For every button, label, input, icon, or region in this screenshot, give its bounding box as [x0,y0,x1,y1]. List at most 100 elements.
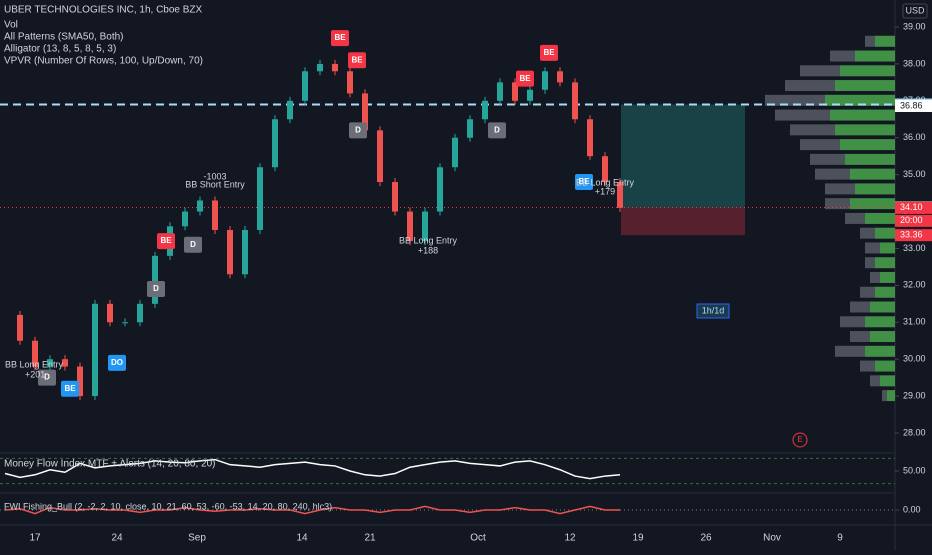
time-label: Oct [470,533,486,544]
earnings-marker [792,432,808,448]
profile-down [882,390,887,402]
candle [62,359,68,367]
symbol-title: UBER TECHNOLOGIES INC, 1h, Cboe BZX [4,5,203,16]
interval-badge [696,303,730,319]
profile-up [825,94,895,106]
price-tick-label: 36.00 [903,132,926,142]
price-tick-label: 29.00 [903,390,926,400]
target-zone [621,104,745,208]
signal-badge [61,380,79,397]
profile-down [790,124,835,136]
stop-zone [621,207,745,236]
profile-down [800,139,840,151]
signal-label: BE [519,74,531,83]
pane-tick-label: 0.00 [903,504,921,514]
candle [452,137,458,168]
signal-label: D [44,373,50,382]
profile-up [880,271,895,283]
profile-down [810,153,845,165]
signal-label: BE [543,48,555,57]
signal-label: DO [111,358,123,367]
price-tick-label: 32.00 [903,280,926,290]
candle [77,366,83,397]
fwi-line [4,505,620,515]
signal-label: BE [64,384,76,393]
indicator-label: Alligator (13, 8, 5, 8, 5, 3) [4,44,116,55]
annotation: +188 [418,245,438,255]
signal-label: BE [578,177,590,186]
candle [17,314,23,341]
price-tick-label: 39.00 [903,21,926,31]
candle [557,71,563,83]
pane-title: Money Flow Index MTF + Alerts (14, 20, 8… [4,459,215,470]
currency-box[interactable] [902,3,928,19]
price-tick-label: 35.00 [903,169,926,179]
annotation: +179 [595,186,615,196]
candle [512,82,518,101]
signal-badge [488,122,506,139]
profile-down [860,227,875,239]
candle [242,230,248,275]
countdown: 20:00 [900,215,923,225]
signal-badge [540,44,558,61]
candle [272,119,278,168]
candle [257,167,263,230]
profile-down [865,35,875,47]
countdown-tag [895,214,932,227]
time-label: Sep [188,533,206,544]
time-label: 12 [564,533,576,544]
candle [602,156,608,183]
profile-down [785,80,835,92]
price-tick-label: 38.00 [903,58,926,68]
price-tick-label: 33.00 [903,243,926,253]
candle [467,119,473,138]
profile-up [850,168,895,180]
price-tag [895,201,932,214]
signal-label: BE [351,55,363,64]
signal-badge [516,70,534,87]
candle [32,340,38,367]
annotation: +201 [25,369,45,379]
currency[interactable]: USD [905,5,925,15]
annotation: BB Long Entry [576,177,635,187]
signal-label: BE [160,236,172,245]
earnings-label: E [797,435,802,444]
time-label: Nov [763,533,781,544]
indicator-label: VPVR (Number Of Rows, 100, Up/Down, 70) [4,56,203,67]
signal-label: D [190,240,196,249]
candle [107,303,113,323]
price-tag-label: 36.86 [900,100,923,110]
price-tick-label: 30.00 [903,354,926,364]
profile-up [865,316,895,328]
candle [392,182,398,212]
candle [347,71,353,94]
profile-up [855,183,895,195]
interval-text: 1h/1d [702,305,725,315]
signal-badge [38,369,56,386]
profile-up [835,124,895,136]
candle [182,211,188,227]
signal-label: D [153,284,159,293]
profile-up [850,198,895,210]
profile-up [875,257,895,269]
candle [497,82,503,101]
profile-down [850,331,870,343]
profile-down [860,360,875,372]
profile-down [825,183,855,195]
profile-up [875,227,895,239]
profile-up [830,109,895,121]
candle [542,71,548,90]
profile-up [875,360,895,372]
candle [227,230,233,275]
annotation: BB Short Entry [185,179,245,189]
price-tick-label: 28.00 [903,427,926,437]
signal-badge [348,52,366,69]
signal-badge [184,236,202,253]
time-label: 17 [29,533,41,544]
indicator-label: Vol [4,20,18,31]
profile-down [850,301,870,313]
candle [137,303,143,323]
time-label: 19 [632,533,644,544]
profile-up [887,390,895,402]
